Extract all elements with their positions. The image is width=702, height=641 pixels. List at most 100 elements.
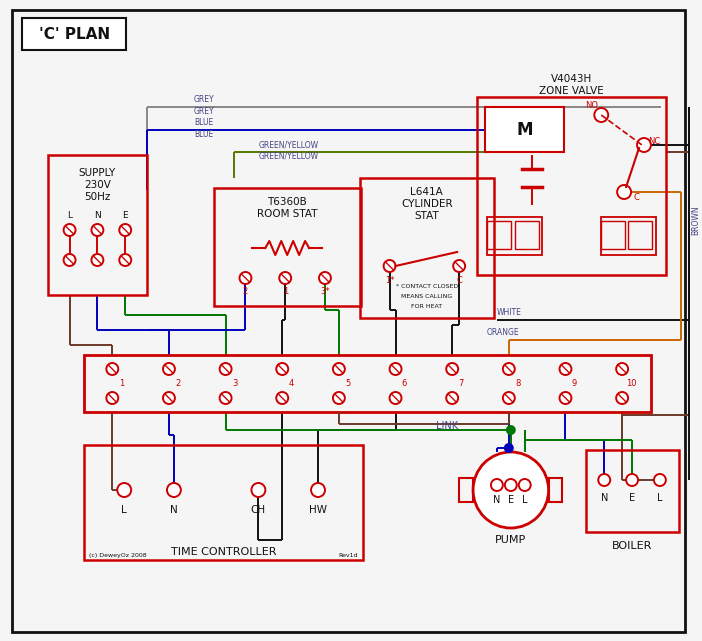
Circle shape xyxy=(106,392,118,404)
Text: BOILER: BOILER xyxy=(612,541,653,551)
Text: * CONTACT CLOSED: * CONTACT CLOSED xyxy=(396,283,458,288)
Circle shape xyxy=(503,363,515,375)
Circle shape xyxy=(251,483,265,497)
Text: ORANGE: ORANGE xyxy=(487,328,519,337)
Circle shape xyxy=(64,224,76,236)
Text: TIME CONTROLLER: TIME CONTROLLER xyxy=(171,547,277,557)
Circle shape xyxy=(616,392,628,404)
Circle shape xyxy=(91,224,103,236)
Bar xyxy=(601,217,656,255)
Text: CH: CH xyxy=(251,505,266,515)
Bar xyxy=(359,178,494,318)
Text: 9: 9 xyxy=(572,378,577,388)
Circle shape xyxy=(277,392,289,404)
Text: 1: 1 xyxy=(283,287,288,296)
Circle shape xyxy=(106,363,118,375)
Bar xyxy=(628,221,652,249)
Bar xyxy=(487,221,511,249)
Circle shape xyxy=(559,392,571,404)
Circle shape xyxy=(277,363,289,375)
Text: L: L xyxy=(67,210,72,219)
Circle shape xyxy=(279,272,291,284)
Text: (c) DeweyOz 2008: (c) DeweyOz 2008 xyxy=(89,553,147,558)
Text: 1*: 1* xyxy=(385,276,395,285)
Bar xyxy=(586,450,679,532)
Text: ZONE VALVE: ZONE VALVE xyxy=(539,86,604,96)
Text: E: E xyxy=(629,493,635,503)
Text: Rev1d: Rev1d xyxy=(338,553,358,558)
Text: WHITE: WHITE xyxy=(497,308,522,317)
Text: GREY: GREY xyxy=(194,95,214,104)
Text: NO: NO xyxy=(585,101,598,110)
Text: SUPPLY: SUPPLY xyxy=(79,168,116,178)
Circle shape xyxy=(64,254,76,266)
Circle shape xyxy=(491,479,503,491)
Text: LINK: LINK xyxy=(436,421,458,431)
Circle shape xyxy=(167,483,181,497)
Text: GREEN/YELLOW: GREEN/YELLOW xyxy=(258,140,319,149)
Circle shape xyxy=(654,474,666,486)
Text: 5: 5 xyxy=(345,378,350,388)
Circle shape xyxy=(637,138,651,152)
Bar xyxy=(459,478,473,502)
Bar xyxy=(548,478,562,502)
Circle shape xyxy=(559,363,571,375)
Text: E: E xyxy=(122,210,128,219)
Text: L641A: L641A xyxy=(411,187,443,197)
Circle shape xyxy=(117,483,131,497)
Circle shape xyxy=(617,185,631,199)
Bar xyxy=(515,221,538,249)
Bar xyxy=(213,188,361,306)
Bar xyxy=(84,445,363,560)
Text: BROWN: BROWN xyxy=(691,205,701,235)
Circle shape xyxy=(507,426,515,434)
Text: L: L xyxy=(522,495,527,505)
Text: BLUE: BLUE xyxy=(194,118,213,127)
Text: 2: 2 xyxy=(176,378,180,388)
Text: V4043H: V4043H xyxy=(551,74,592,84)
Text: HW: HW xyxy=(309,505,327,515)
Circle shape xyxy=(453,260,465,272)
Text: PUMP: PUMP xyxy=(495,535,526,545)
Circle shape xyxy=(239,272,251,284)
Circle shape xyxy=(163,363,175,375)
Text: N: N xyxy=(600,493,608,503)
Circle shape xyxy=(163,392,175,404)
Circle shape xyxy=(91,254,103,266)
Bar xyxy=(487,217,542,255)
Text: GREY: GREY xyxy=(194,106,214,115)
Text: 3: 3 xyxy=(232,378,237,388)
Circle shape xyxy=(505,479,517,491)
Text: 4: 4 xyxy=(289,378,294,388)
Circle shape xyxy=(446,392,458,404)
Circle shape xyxy=(598,474,610,486)
Circle shape xyxy=(311,483,325,497)
Text: C: C xyxy=(456,276,462,285)
Text: STAT: STAT xyxy=(414,211,439,221)
Circle shape xyxy=(390,363,402,375)
Text: MEANS CALLING: MEANS CALLING xyxy=(402,294,453,299)
Bar xyxy=(601,221,625,249)
Circle shape xyxy=(473,452,548,528)
Text: E: E xyxy=(508,495,514,505)
Text: C: C xyxy=(633,192,639,201)
Circle shape xyxy=(319,272,331,284)
Bar xyxy=(48,155,147,295)
Circle shape xyxy=(119,224,131,236)
Text: 230V: 230V xyxy=(84,180,111,190)
Bar xyxy=(477,97,666,275)
Text: 7: 7 xyxy=(458,378,464,388)
Bar xyxy=(84,355,651,412)
Text: 10: 10 xyxy=(625,378,636,388)
Circle shape xyxy=(503,392,515,404)
Text: 3*: 3* xyxy=(320,287,330,296)
Text: M: M xyxy=(517,121,533,138)
Text: 8: 8 xyxy=(515,378,520,388)
Text: ROOM STAT: ROOM STAT xyxy=(257,209,317,219)
Text: N: N xyxy=(494,495,501,505)
Text: NC: NC xyxy=(648,137,660,146)
Circle shape xyxy=(333,392,345,404)
Text: N: N xyxy=(94,210,101,219)
Bar xyxy=(22,18,126,50)
Circle shape xyxy=(383,260,395,272)
